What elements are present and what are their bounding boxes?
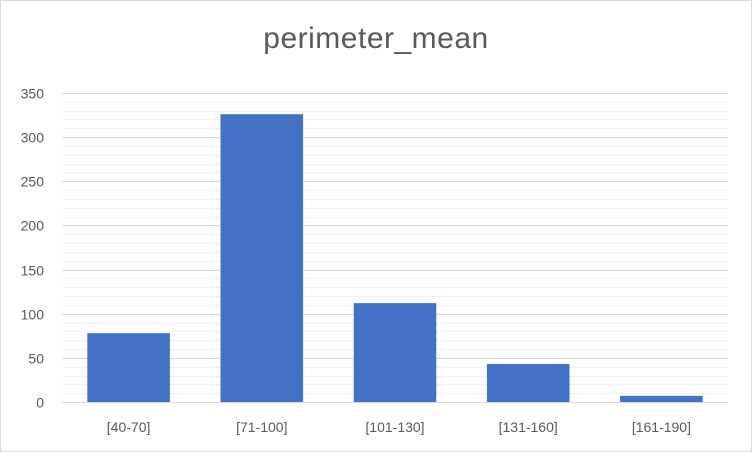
y-axis-labels: 0 50 100 150 200 250 300 350: [21, 86, 45, 411]
y-tick-label: 300: [21, 130, 45, 146]
bar: [353, 303, 437, 402]
bar: [486, 364, 570, 402]
x-axis-labels: [40-70] [71-100] [101-130] [131-160] [161-19…: [107, 419, 691, 435]
chart-title: perimeter_mean: [263, 22, 489, 55]
y-tick-label: 150: [21, 263, 45, 279]
y-tick-label: 250: [21, 174, 45, 190]
x-tick-label: [101-130]: [365, 419, 424, 435]
y-tick-label: 200: [21, 218, 45, 234]
y-tick-label: 0: [36, 395, 44, 411]
x-tick-label: [131-160]: [499, 419, 558, 435]
y-tick-label: 100: [21, 307, 45, 323]
bar: [87, 333, 170, 402]
x-tick-label: [71-100]: [236, 419, 287, 435]
x-tick-label: [40-70]: [107, 419, 151, 435]
bars: [87, 114, 703, 402]
y-tick-label: 350: [21, 86, 45, 102]
bar: [220, 114, 304, 402]
x-tick-label: [161-190]: [632, 419, 691, 435]
bar: [620, 395, 703, 402]
y-tick-label: 50: [28, 351, 44, 367]
